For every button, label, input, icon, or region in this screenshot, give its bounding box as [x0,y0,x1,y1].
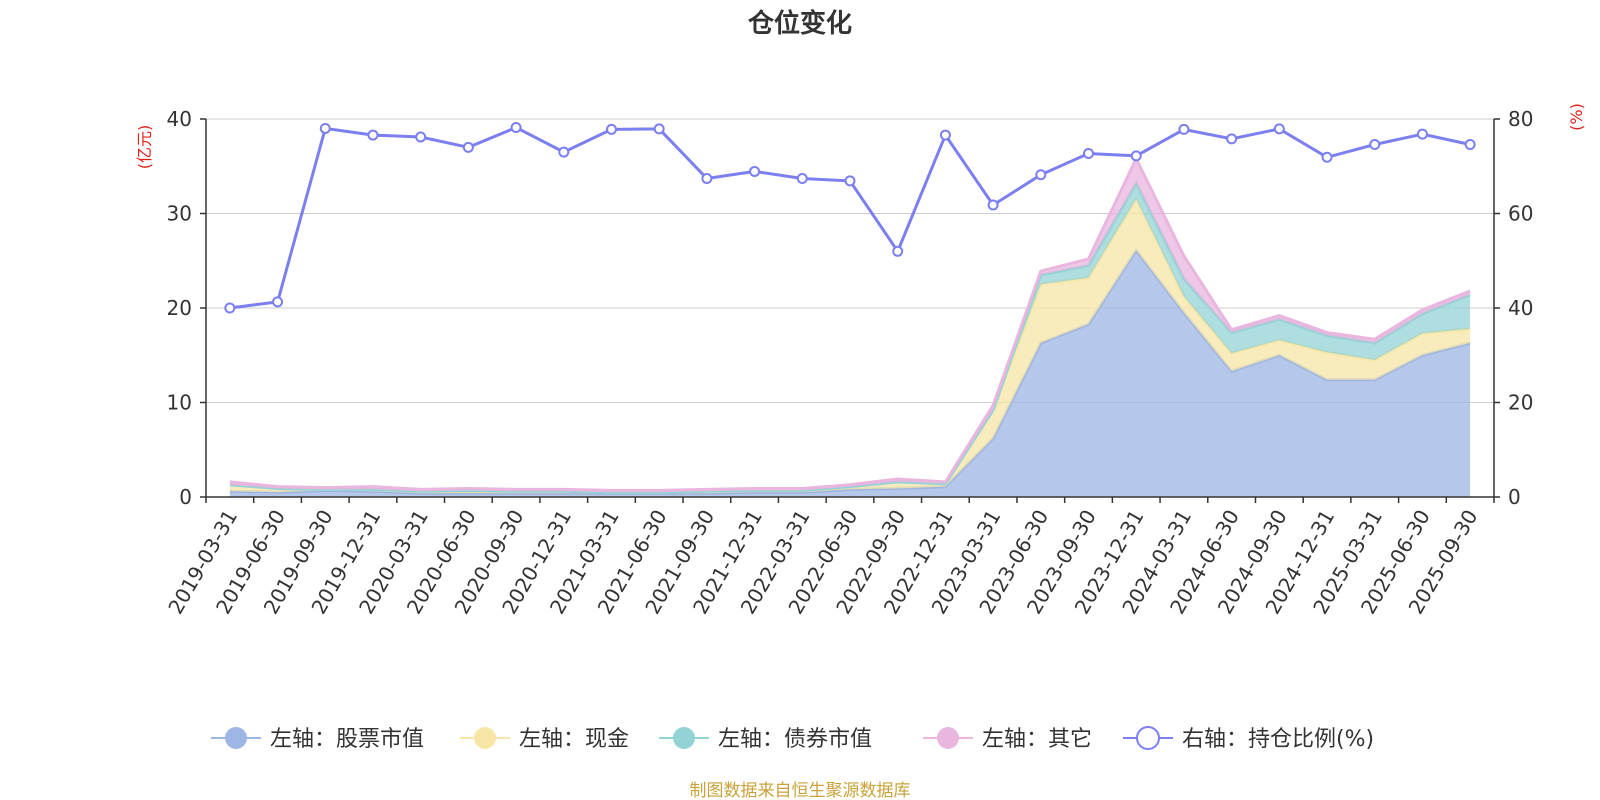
ratio-point [939,129,951,141]
source-note: 制图数据来自恒生聚源数据库 [690,781,911,800]
right-axis-unit: (%) [1567,103,1586,131]
right-tick-label: 60 [1508,202,1533,226]
stock-area [229,250,1471,497]
legend-marker [673,727,695,749]
left-tick-label: 10 [167,391,192,415]
ratio-point [1369,139,1381,151]
ratio-line [229,125,1471,310]
legend[interactable]: 左轴：股票市值 左轴：现金 左轴：债券市值 左轴：其它 右轴：持仓比例(%) [211,726,1374,752]
stacked-areas [229,155,1471,497]
left-tick-label: 40 [167,107,192,131]
ratio-point [1035,169,1047,181]
legend-label: 左轴：债券市值 [718,727,872,752]
cash-area [229,199,1471,494]
bond-area [229,183,1471,493]
legend-marker [474,727,496,749]
ratio-point [1178,123,1190,135]
ratio-point [892,245,904,257]
right-tick-label: 40 [1508,296,1533,320]
ratio-point [1416,128,1428,140]
ratio-point [415,131,427,143]
ratio-point [1226,133,1238,145]
right-tick-label: 0 [1508,485,1521,509]
legend-label: 右轴：持仓比例(%) [1182,727,1374,752]
left-axis-ticks: 0 10 20 30 40 [167,107,206,509]
other-area-edge [229,155,1471,492]
ratio-point [796,173,808,185]
legend-item-other[interactable]: 左轴：其它 [923,727,1092,752]
left-tick-label: 0 [179,485,192,509]
legend-item-bond[interactable]: 左轴：债券市值 [659,727,872,752]
ratio-point [462,141,474,153]
legend-item-stock[interactable]: 左轴：股票市值 [211,727,424,752]
ratio-point [1130,150,1142,162]
left-tick-label: 20 [167,296,192,320]
ratio-point [510,122,522,134]
chart-title: 仓位变化 [747,8,852,39]
x-axis-ticks: 2019-03-312019-06-302019-09-302019-12-31… [163,497,1495,618]
legend-marker [225,727,247,749]
right-tick-label: 80 [1508,107,1533,131]
ratio-point [319,122,331,134]
left-tick-label: 30 [167,202,192,226]
ratio-point [1083,147,1095,159]
ratio-point [653,123,665,135]
right-axis-ticks: 0 20 40 60 80 [1494,107,1533,509]
legend-marker [1136,726,1160,750]
legend-item-ratio[interactable]: 右轴：持仓比例(%) [1123,726,1374,752]
legend-label: 左轴：现金 [519,727,629,752]
ratio-point [605,123,617,135]
ratio-point [749,165,761,177]
legend-item-cash[interactable]: 左轴：现金 [460,727,629,752]
ratio-point [558,146,570,158]
ratio-point [1321,151,1333,163]
ratio-point [701,173,713,185]
left-axis-unit: (亿元) [135,125,154,170]
ratio-series [224,122,1476,314]
legend-marker [937,727,959,749]
right-tick-label: 20 [1508,391,1533,415]
ratio-point [367,129,379,141]
ratio-point [224,302,236,314]
ratio-point [987,199,999,211]
ratio-point [272,296,284,308]
ratio-point [1273,123,1285,135]
legend-label: 左轴：股票市值 [270,727,424,752]
ratio-point [1464,139,1476,151]
legend-label: 左轴：其它 [982,727,1092,752]
ratio-point [844,175,856,187]
